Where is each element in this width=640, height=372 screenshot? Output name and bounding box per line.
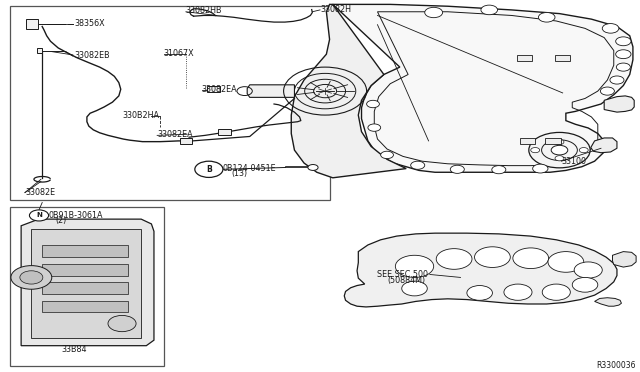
Bar <box>179 138 192 144</box>
Circle shape <box>610 76 624 84</box>
Circle shape <box>381 151 394 158</box>
Circle shape <box>411 161 425 169</box>
Text: 330B2HA: 330B2HA <box>122 110 159 119</box>
Polygon shape <box>595 298 621 306</box>
Circle shape <box>402 281 428 296</box>
Circle shape <box>29 210 49 221</box>
Circle shape <box>555 140 564 145</box>
Circle shape <box>538 13 555 22</box>
Text: 0B91B-3061A: 0B91B-3061A <box>49 211 103 220</box>
Polygon shape <box>344 233 617 307</box>
Circle shape <box>548 251 584 272</box>
Circle shape <box>529 132 590 168</box>
Circle shape <box>616 37 631 46</box>
Text: 33082H: 33082H <box>320 5 351 14</box>
Text: 33082HB: 33082HB <box>186 6 222 15</box>
Text: 33082EA: 33082EA <box>202 86 237 94</box>
Circle shape <box>108 315 136 332</box>
Text: 38356X: 38356X <box>74 19 105 28</box>
Bar <box>218 129 230 135</box>
Circle shape <box>574 262 602 278</box>
Text: 0B124-0451E: 0B124-0451E <box>223 164 276 173</box>
Circle shape <box>555 156 564 161</box>
Bar <box>520 138 535 144</box>
Bar <box>42 301 129 312</box>
Bar <box>207 86 220 92</box>
Circle shape <box>11 266 52 289</box>
Circle shape <box>616 63 630 71</box>
Circle shape <box>600 87 614 95</box>
Text: (13): (13) <box>231 169 247 178</box>
Text: 33100: 33100 <box>561 157 586 166</box>
Circle shape <box>513 248 548 269</box>
Polygon shape <box>21 219 154 346</box>
Circle shape <box>396 255 434 278</box>
Polygon shape <box>247 85 294 97</box>
Bar <box>42 282 129 294</box>
Circle shape <box>616 50 631 59</box>
Circle shape <box>20 271 43 284</box>
Text: B: B <box>206 165 212 174</box>
Text: 31067X: 31067X <box>164 49 194 58</box>
Text: N: N <box>36 212 42 218</box>
Bar <box>42 245 129 257</box>
Circle shape <box>467 286 492 300</box>
Text: 33082EA: 33082EA <box>157 130 193 139</box>
Bar <box>516 55 532 61</box>
Text: (50884M): (50884M) <box>388 276 426 285</box>
Bar <box>42 264 129 276</box>
Circle shape <box>579 148 588 153</box>
Circle shape <box>572 278 598 292</box>
Text: 33082EB: 33082EB <box>74 51 109 60</box>
Circle shape <box>367 100 380 108</box>
Circle shape <box>425 7 443 17</box>
Circle shape <box>602 23 619 33</box>
Bar <box>545 138 561 144</box>
Bar <box>10 6 330 200</box>
Polygon shape <box>333 4 633 172</box>
Bar <box>26 19 38 29</box>
Circle shape <box>308 164 318 170</box>
Text: SEE SEC.500: SEE SEC.500 <box>378 270 428 279</box>
Bar <box>10 207 164 366</box>
Polygon shape <box>612 251 636 267</box>
Bar <box>37 48 42 53</box>
Polygon shape <box>604 96 634 112</box>
Circle shape <box>368 124 381 131</box>
Circle shape <box>436 248 472 269</box>
Circle shape <box>492 166 506 174</box>
Bar <box>555 55 570 61</box>
Circle shape <box>542 284 570 300</box>
Circle shape <box>504 284 532 300</box>
Polygon shape <box>591 138 617 153</box>
Text: (2): (2) <box>55 217 66 225</box>
Circle shape <box>451 165 465 173</box>
Circle shape <box>474 247 510 267</box>
Circle shape <box>531 148 540 153</box>
Circle shape <box>195 161 223 177</box>
Circle shape <box>481 5 497 15</box>
Circle shape <box>551 145 568 155</box>
Polygon shape <box>291 4 406 178</box>
Text: 33082E: 33082E <box>25 189 55 198</box>
Text: R3300036: R3300036 <box>596 362 636 371</box>
Bar <box>31 230 141 338</box>
Circle shape <box>532 164 548 173</box>
Text: 33B84: 33B84 <box>61 345 87 354</box>
